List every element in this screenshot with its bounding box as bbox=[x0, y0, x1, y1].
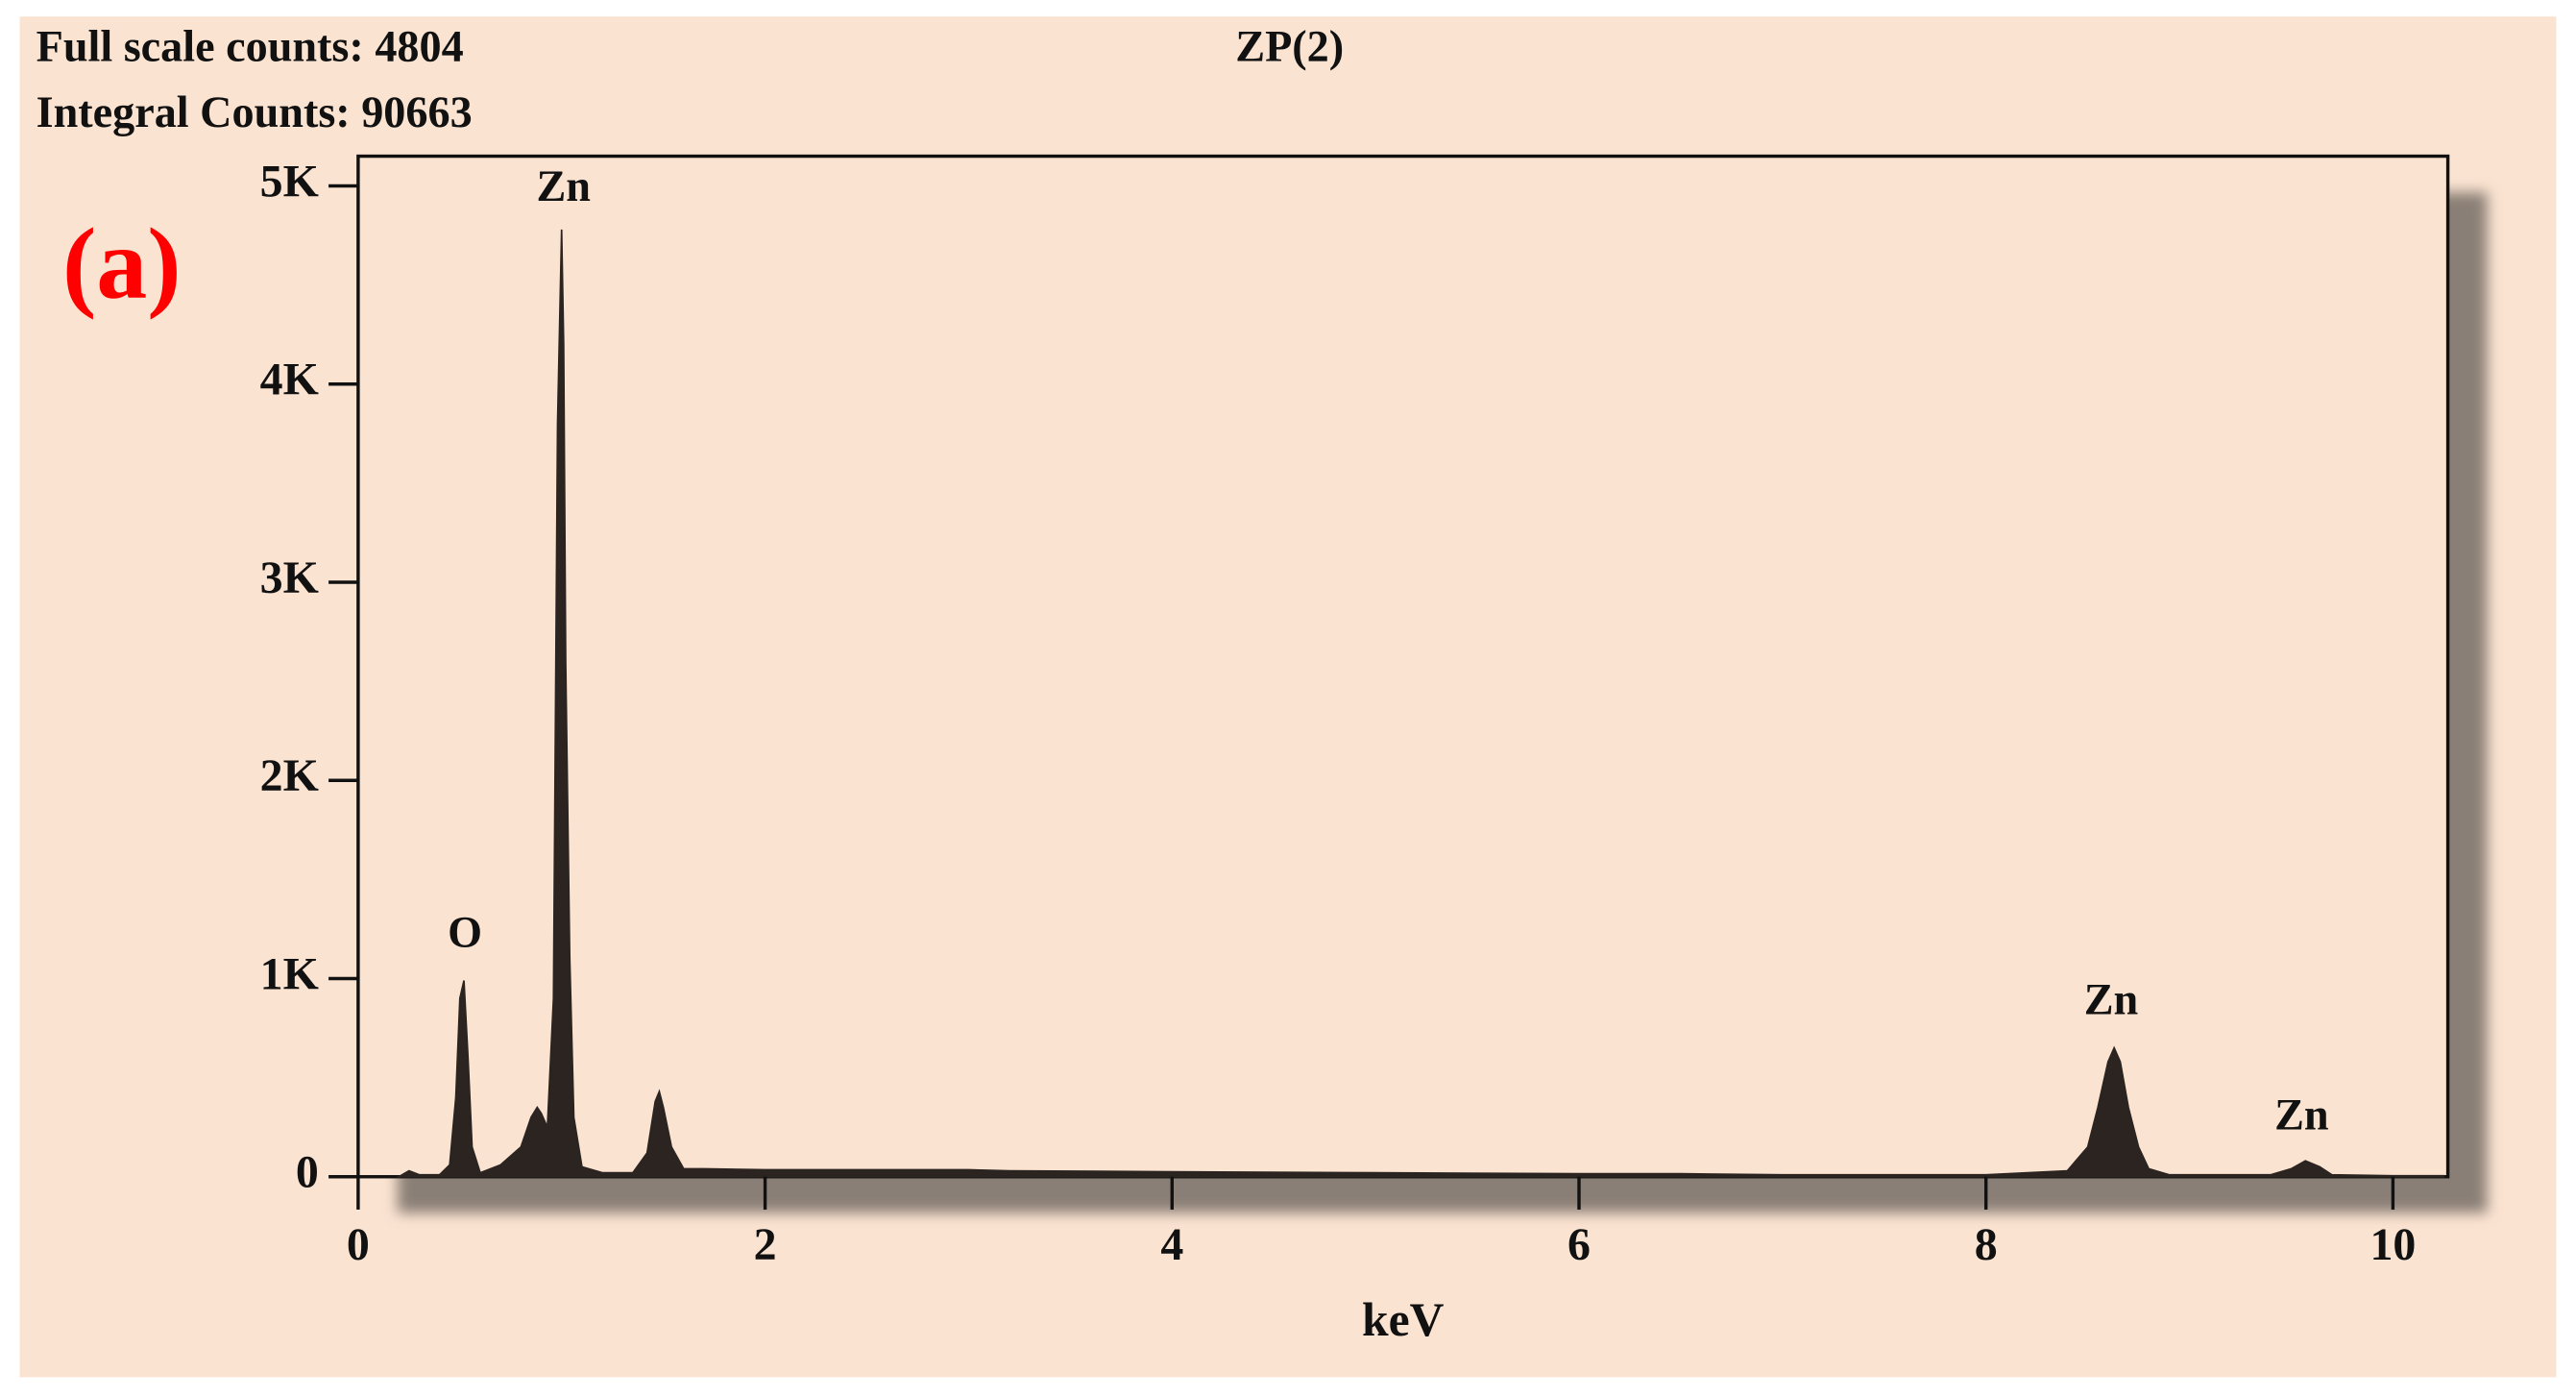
x-tick-label: 0 bbox=[347, 1219, 370, 1270]
panel-label: (a) bbox=[62, 208, 182, 320]
y-tick-label: 2K bbox=[260, 750, 319, 801]
chart-title: ZP(2) bbox=[1235, 22, 1344, 71]
y-tick-label: 4K bbox=[260, 355, 319, 405]
peak-label: Zn bbox=[2274, 1090, 2328, 1139]
y-tick-label: 5K bbox=[260, 156, 319, 207]
x-tick-label: 8 bbox=[1975, 1219, 1998, 1270]
peak-label: Zn bbox=[536, 161, 590, 210]
y-tick-label: 1K bbox=[260, 948, 319, 999]
x-tick-label: 6 bbox=[1567, 1219, 1591, 1270]
x-tick-label: 4 bbox=[1160, 1219, 1183, 1270]
x-tick-label: 10 bbox=[2369, 1219, 2416, 1270]
header-line: Full scale counts: 4804 bbox=[36, 22, 464, 71]
peak-label: O bbox=[448, 908, 482, 957]
header-line: Integral Counts: 90663 bbox=[36, 87, 473, 136]
y-tick-label: 0 bbox=[296, 1147, 319, 1198]
peak-label: Zn bbox=[2084, 975, 2138, 1024]
plot-area bbox=[356, 154, 2450, 1179]
y-tick-label: 3K bbox=[260, 552, 319, 603]
spectrum-area bbox=[396, 229, 2445, 1178]
x-tick-label: 2 bbox=[754, 1219, 777, 1270]
x-axis-label: keV bbox=[1362, 1293, 1445, 1346]
